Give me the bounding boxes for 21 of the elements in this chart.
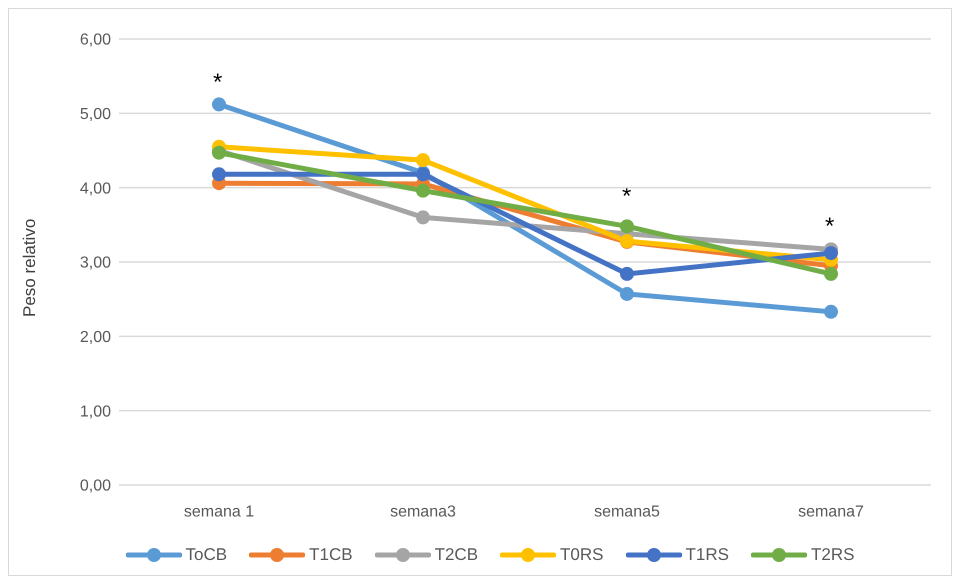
x-tick-label: semana 1 — [184, 503, 254, 520]
annotation: * — [213, 69, 222, 96]
y-tick-label: 3,00 — [80, 254, 112, 272]
legend-label: T2RS — [810, 545, 854, 565]
x-tick-label: semana7 — [798, 503, 864, 520]
legend-label: T1CB — [309, 545, 353, 565]
annotation: * — [825, 213, 834, 240]
y-tick-label: 6,00 — [80, 32, 112, 49]
x-tick-label: semana5 — [594, 503, 660, 520]
y-tick-label: 4,00 — [80, 180, 112, 198]
y-tick-label: 1,00 — [80, 403, 112, 420]
legend-label: T2CB — [434, 545, 478, 565]
y-tick-label: 0,00 — [80, 478, 112, 495]
legend-label: T1RS — [686, 545, 729, 565]
legend-label: T0RS — [560, 545, 604, 565]
legend-label: ToCB — [186, 545, 228, 565]
y-tick-label: 5,00 — [80, 106, 112, 124]
y-tick-label: 2,00 — [80, 329, 112, 346]
x-tick-label: semana3 — [390, 503, 456, 520]
annotation: * — [622, 183, 632, 210]
y-axis-title: Peso relativo — [20, 218, 40, 317]
